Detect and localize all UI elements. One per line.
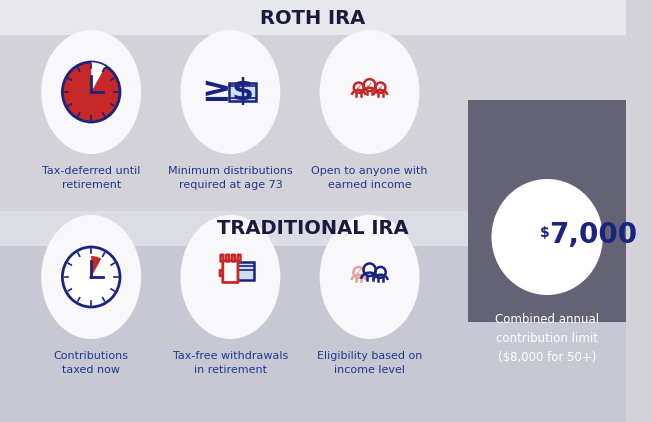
Text: Eligibility based on
income level: Eligibility based on income level — [317, 351, 422, 375]
Text: Open to anyone with
earned income: Open to anyone with earned income — [311, 166, 428, 190]
Text: $: $ — [231, 77, 254, 106]
Circle shape — [63, 247, 120, 307]
Text: ✓: ✓ — [366, 81, 373, 89]
Wedge shape — [91, 62, 106, 92]
Circle shape — [492, 179, 603, 295]
Text: TRADITIONAL IRA: TRADITIONAL IRA — [217, 219, 409, 238]
Circle shape — [89, 275, 93, 279]
FancyBboxPatch shape — [0, 211, 626, 246]
Text: Combined annual
contribution limit
($8,000 for 50+): Combined annual contribution limit ($8,0… — [495, 313, 599, 364]
FancyBboxPatch shape — [226, 255, 229, 262]
Ellipse shape — [41, 215, 141, 339]
Text: Minimum distributions
required at age 73: Minimum distributions required at age 73 — [168, 166, 293, 190]
FancyBboxPatch shape — [0, 35, 626, 211]
FancyBboxPatch shape — [232, 255, 235, 262]
Wedge shape — [91, 256, 101, 277]
FancyBboxPatch shape — [220, 255, 224, 262]
Ellipse shape — [319, 215, 419, 339]
FancyBboxPatch shape — [223, 261, 238, 282]
FancyBboxPatch shape — [229, 83, 256, 101]
Ellipse shape — [181, 215, 280, 339]
Text: ≥: ≥ — [201, 74, 231, 108]
FancyBboxPatch shape — [468, 100, 626, 322]
FancyBboxPatch shape — [220, 270, 223, 276]
Text: 7,000: 7,000 — [549, 221, 637, 249]
Circle shape — [63, 62, 120, 122]
Text: $: $ — [539, 226, 549, 240]
FancyBboxPatch shape — [238, 255, 241, 262]
Text: ✓: ✓ — [355, 85, 362, 91]
FancyBboxPatch shape — [228, 262, 254, 280]
Text: ROTH IRA: ROTH IRA — [260, 8, 366, 27]
FancyBboxPatch shape — [0, 0, 626, 35]
Text: Tax-deferred until
retirement: Tax-deferred until retirement — [42, 166, 140, 190]
Ellipse shape — [41, 30, 141, 154]
FancyBboxPatch shape — [0, 246, 626, 422]
Circle shape — [89, 90, 93, 94]
Ellipse shape — [181, 30, 280, 154]
Text: Contributions
taxed now: Contributions taxed now — [53, 351, 128, 375]
Ellipse shape — [319, 30, 419, 154]
Text: ✓: ✓ — [378, 85, 383, 91]
Text: ✓: ✓ — [355, 267, 363, 276]
Text: Tax-free withdrawals
in retirement: Tax-free withdrawals in retirement — [173, 351, 288, 375]
